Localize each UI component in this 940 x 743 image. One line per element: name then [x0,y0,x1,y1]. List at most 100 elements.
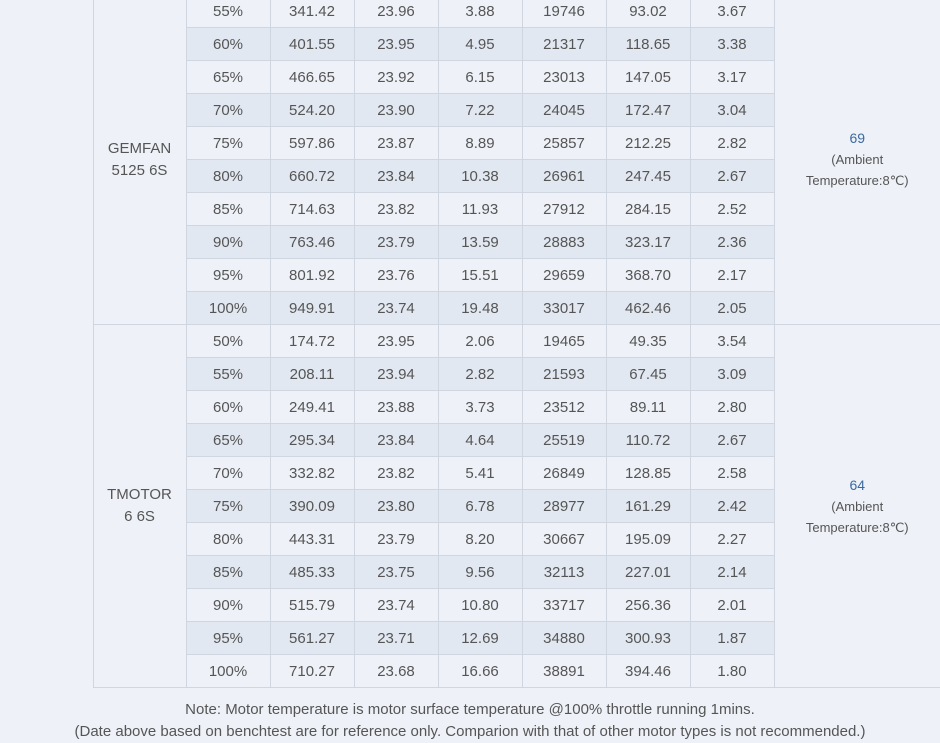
data-cell: 26849 [522,457,606,490]
data-cell: 93.02 [606,0,690,28]
data-cell: 368.70 [606,259,690,292]
data-cell: 23.92 [354,61,438,94]
data-cell: 195.09 [606,523,690,556]
data-cell: 23.88 [354,391,438,424]
data-cell: 208.11 [270,358,354,391]
data-cell: 23.71 [354,622,438,655]
data-cell: 15.51 [438,259,522,292]
data-cell: 23.79 [354,226,438,259]
data-cell: 21317 [522,28,606,61]
data-cell: 12.69 [438,622,522,655]
data-cell: 10.80 [438,589,522,622]
data-cell: 23.79 [354,523,438,556]
data-cell: 284.15 [606,193,690,226]
data-cell: 401.55 [270,28,354,61]
data-cell: 1.87 [690,622,774,655]
data-cell: 95% [186,259,270,292]
data-cell: 23.82 [354,457,438,490]
data-cell: 3.17 [690,61,774,94]
ambient-note: Temperature:8℃) [775,517,940,538]
data-cell: 323.17 [606,226,690,259]
data-cell: 23.74 [354,589,438,622]
data-cell: 26961 [522,160,606,193]
data-cell: 2.67 [690,424,774,457]
data-cell: 300.93 [606,622,690,655]
data-cell: 6.15 [438,61,522,94]
data-cell: 28977 [522,490,606,523]
data-cell: 70% [186,94,270,127]
data-cell: 25857 [522,127,606,160]
data-cell: 60% [186,391,270,424]
data-cell: 3.38 [690,28,774,61]
data-cell: 8.20 [438,523,522,556]
data-cell: 2.36 [690,226,774,259]
data-cell: 524.20 [270,94,354,127]
data-cell: 90% [186,226,270,259]
data-cell: 161.29 [606,490,690,523]
data-cell: 2.42 [690,490,774,523]
data-cell: 247.45 [606,160,690,193]
data-cell: 3.54 [690,325,774,358]
data-cell: 85% [186,193,270,226]
data-cell: 2.52 [690,193,774,226]
data-cell: 60% [186,28,270,61]
data-cell: 3.09 [690,358,774,391]
data-cell: 33017 [522,292,606,325]
data-cell: 256.36 [606,589,690,622]
data-cell: 2.01 [690,589,774,622]
data-cell: 597.86 [270,127,354,160]
prop-spec: 5125 6S [94,160,186,182]
data-cell: 5.41 [438,457,522,490]
data-cell: 2.14 [690,556,774,589]
data-cell: 89.11 [606,391,690,424]
data-cell: 4.64 [438,424,522,457]
data-cell: 8.89 [438,127,522,160]
temperature-value: 69 [775,128,940,149]
data-cell: 174.72 [270,325,354,358]
data-cell: 55% [186,358,270,391]
prop-name: TMOTOR [94,484,186,506]
prop-spec: 6 6S [94,506,186,528]
data-cell: 949.91 [270,292,354,325]
data-cell: 23.84 [354,160,438,193]
data-cell: 85% [186,556,270,589]
ambient-note: (Ambient [775,496,940,517]
data-cell: 75% [186,490,270,523]
data-cell: 19.48 [438,292,522,325]
data-cell: 2.58 [690,457,774,490]
data-cell: 21593 [522,358,606,391]
data-cell: 23.84 [354,424,438,457]
data-cell: 23.95 [354,28,438,61]
data-cell: 515.79 [270,589,354,622]
data-cell: 65% [186,424,270,457]
data-cell: 34880 [522,622,606,655]
data-cell: 55% [186,0,270,28]
data-cell: 29659 [522,259,606,292]
data-cell: 2.27 [690,523,774,556]
data-cell: 2.82 [438,358,522,391]
data-cell: 227.01 [606,556,690,589]
data-cell: 147.05 [606,61,690,94]
data-cell: 11.93 [438,193,522,226]
data-cell: 2.80 [690,391,774,424]
data-cell: 249.41 [270,391,354,424]
data-cell: 32113 [522,556,606,589]
data-cell: 80% [186,160,270,193]
data-cell: 1.80 [690,655,774,688]
data-cell: 4.95 [438,28,522,61]
data-cell: 110.72 [606,424,690,457]
data-cell: 390.09 [270,490,354,523]
data-cell: 75% [186,127,270,160]
data-cell: 332.82 [270,457,354,490]
data-cell: 394.46 [606,655,690,688]
data-cell: 7.22 [438,94,522,127]
data-cell: 172.47 [606,94,690,127]
data-cell: 341.42 [270,0,354,28]
data-cell: 295.34 [270,424,354,457]
data-cell: 30667 [522,523,606,556]
data-cell: 28883 [522,226,606,259]
temperature-value: 64 [775,475,940,496]
